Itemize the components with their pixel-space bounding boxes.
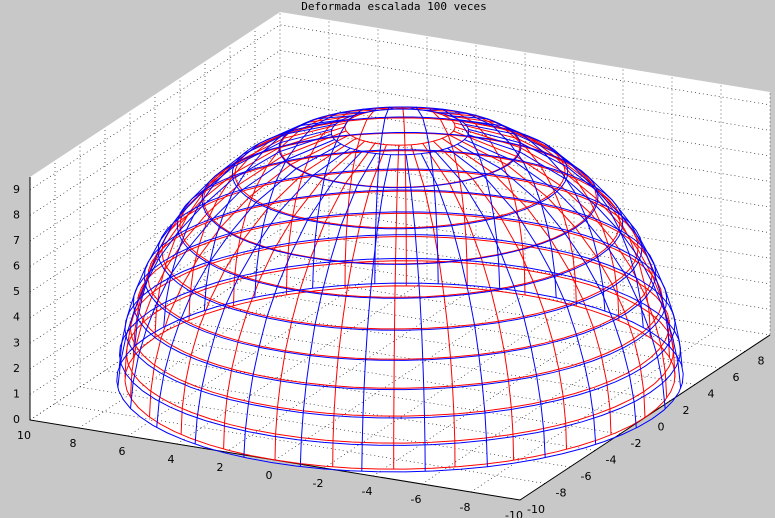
meridian xyxy=(243,150,363,458)
meridian xyxy=(180,137,357,435)
meridian xyxy=(458,119,644,328)
y-tick-label: -8 xyxy=(556,487,567,500)
meridian xyxy=(149,134,351,418)
ring xyxy=(116,282,684,473)
meridian xyxy=(420,153,488,467)
meridian xyxy=(254,112,365,298)
x-tick-label: -10 xyxy=(505,509,523,518)
meridian xyxy=(134,123,336,347)
meridian xyxy=(223,140,366,450)
ring xyxy=(118,257,682,446)
meridian xyxy=(448,134,646,418)
y-tick-label: 0 xyxy=(658,421,665,434)
meridian xyxy=(467,134,682,389)
y-tick-label: 4 xyxy=(708,388,715,401)
meridian xyxy=(424,109,526,296)
y-tick-label: 8 xyxy=(758,355,765,368)
meridian xyxy=(233,112,367,306)
meridian xyxy=(465,123,670,347)
meridian xyxy=(468,128,683,368)
meridian xyxy=(344,107,390,289)
y-tick-label: -2 xyxy=(631,437,642,450)
z-tick-label: 9 xyxy=(13,183,20,196)
x-tick-label: -4 xyxy=(362,485,373,498)
grid-line xyxy=(54,160,546,484)
ring xyxy=(201,132,599,265)
meridian xyxy=(410,144,456,467)
grid-line xyxy=(129,111,621,435)
meridian xyxy=(361,154,392,472)
grid-line xyxy=(229,45,721,369)
meridian xyxy=(130,130,347,398)
ring xyxy=(278,106,522,189)
x-tick-label: 10 xyxy=(17,429,31,442)
chart-title: Deformada escalada 100 veces xyxy=(301,0,486,13)
z-tick-label: 7 xyxy=(13,234,20,247)
x-tick-label: 6 xyxy=(119,445,126,458)
meridian xyxy=(130,139,335,409)
meridian xyxy=(400,106,407,286)
grid-line xyxy=(254,28,746,352)
meridian xyxy=(413,107,468,289)
meridian xyxy=(464,139,666,409)
meridian xyxy=(203,115,353,311)
meridian xyxy=(454,126,676,378)
meridian xyxy=(194,147,351,445)
x-tick-label: -8 xyxy=(460,501,471,514)
z-tick-label: 1 xyxy=(13,387,20,400)
grid-line xyxy=(104,127,596,451)
y-tick-label: 2 xyxy=(683,404,690,417)
x-tick-label: -6 xyxy=(411,493,422,506)
meridian xyxy=(409,106,439,284)
ring xyxy=(330,108,470,156)
x-tick-label: 8 xyxy=(70,437,77,450)
y-tick-label: -6 xyxy=(581,470,592,483)
meridian xyxy=(124,126,346,378)
x-tick-label: 0 xyxy=(266,469,273,482)
y-tick-label: -4 xyxy=(606,454,617,467)
z-tick-label: 4 xyxy=(13,311,20,324)
ring xyxy=(176,149,624,299)
axes-background xyxy=(30,12,770,500)
z-tick-label: 6 xyxy=(13,260,20,273)
z-tick-label: 3 xyxy=(13,336,20,349)
meridian xyxy=(312,108,379,289)
meridian xyxy=(156,143,342,428)
y-tick-label: 6 xyxy=(733,371,740,384)
x-tick-label: 2 xyxy=(217,461,224,474)
meridian xyxy=(422,143,515,461)
ring xyxy=(143,189,657,361)
z-tick-label: 2 xyxy=(13,362,20,375)
ring xyxy=(132,211,668,391)
meridian xyxy=(457,143,637,429)
meridian xyxy=(432,140,567,450)
meridian xyxy=(393,145,400,470)
meridian xyxy=(453,130,668,399)
x-tick-label: 4 xyxy=(168,453,175,466)
grid-line xyxy=(79,144,571,468)
meridian xyxy=(274,143,376,461)
x-tick-label: -2 xyxy=(313,477,324,490)
meridian xyxy=(118,128,333,367)
meridian xyxy=(441,137,612,435)
meridian xyxy=(117,133,332,388)
meridian xyxy=(299,153,377,467)
meridian xyxy=(163,119,343,328)
y-tick-label: -10 xyxy=(527,503,545,516)
ring xyxy=(124,234,676,419)
z-tick-label: 5 xyxy=(13,285,20,298)
meridian xyxy=(447,147,597,445)
meridian xyxy=(434,151,546,458)
meridian xyxy=(437,112,557,298)
meridian xyxy=(405,154,426,472)
z-tick-label: 8 xyxy=(13,208,20,221)
ring xyxy=(231,116,569,230)
z-tick-label: 0 xyxy=(13,413,20,426)
